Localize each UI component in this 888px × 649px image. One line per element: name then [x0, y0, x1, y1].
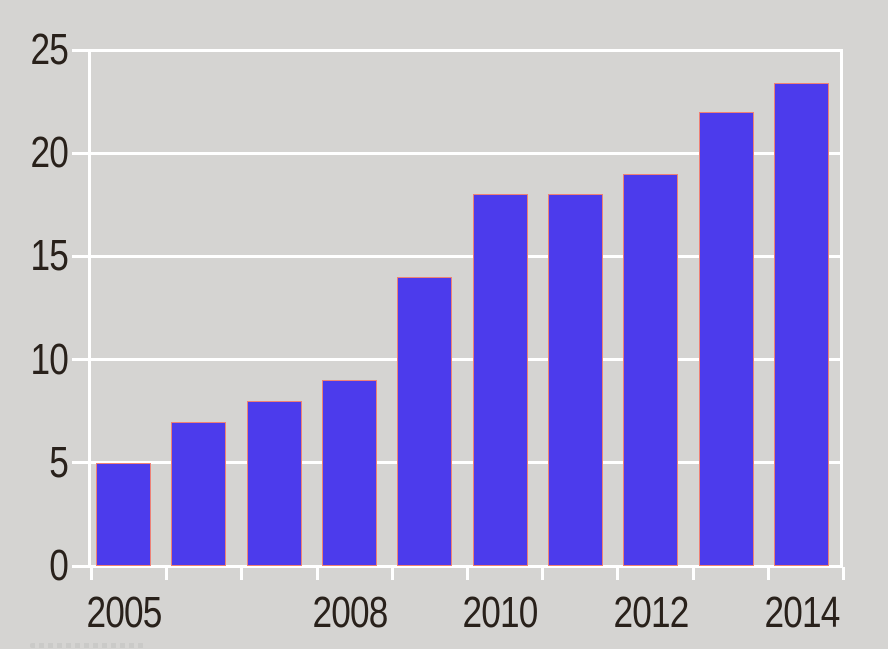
x-axis-tick-mark	[616, 567, 620, 580]
axis-right	[840, 50, 843, 568]
y-axis-tick-label: 25	[30, 25, 68, 74]
x-axis-tick-mark	[240, 567, 244, 580]
gridline-y-25	[72, 48, 843, 52]
x-axis-tick-label: 2010	[462, 588, 539, 637]
gridline-y-0	[72, 564, 843, 568]
gridline-y-10	[72, 358, 843, 362]
cropped-caption-artifact	[30, 643, 144, 648]
bar-2010	[472, 194, 528, 566]
bar-2009	[397, 277, 453, 566]
bar-2007	[246, 400, 302, 566]
x-axis-tick-mark	[90, 567, 93, 580]
x-axis-tick-mark	[315, 567, 319, 580]
x-axis-tick-mark	[466, 567, 469, 580]
bar-2012	[623, 173, 679, 566]
y-axis-tick-label: 5	[49, 437, 69, 487]
bar-2013	[698, 111, 754, 566]
x-axis-tick-label: 2005	[85, 588, 162, 637]
bar-2011	[548, 194, 604, 566]
x-axis-tick-mark	[541, 567, 545, 580]
axis-left	[88, 50, 91, 568]
y-axis-tick-label: 15	[30, 231, 68, 281]
x-axis-tick-mark	[766, 567, 770, 580]
bar-2005	[96, 462, 151, 566]
bar-2014	[774, 83, 830, 566]
x-axis-tick-label: 2012	[613, 588, 689, 637]
y-axis-tick-label: 10	[30, 334, 68, 384]
x-axis-tick-mark	[691, 567, 695, 580]
bar-2006	[171, 421, 227, 566]
y-axis-tick-label: 0	[49, 541, 69, 590]
bar-2008	[322, 380, 378, 566]
y-axis-tick-label: 20	[30, 128, 68, 178]
gridline-y-20	[72, 151, 843, 155]
gridline-y-5	[72, 461, 843, 465]
x-axis-tick-mark	[390, 567, 394, 580]
gridline-y-15	[72, 254, 843, 258]
x-axis-tick-mark	[842, 567, 845, 580]
x-axis-tick-mark	[165, 567, 169, 580]
x-axis-tick-label: 2008	[311, 588, 388, 637]
x-axis-tick-label: 2014	[764, 588, 840, 637]
